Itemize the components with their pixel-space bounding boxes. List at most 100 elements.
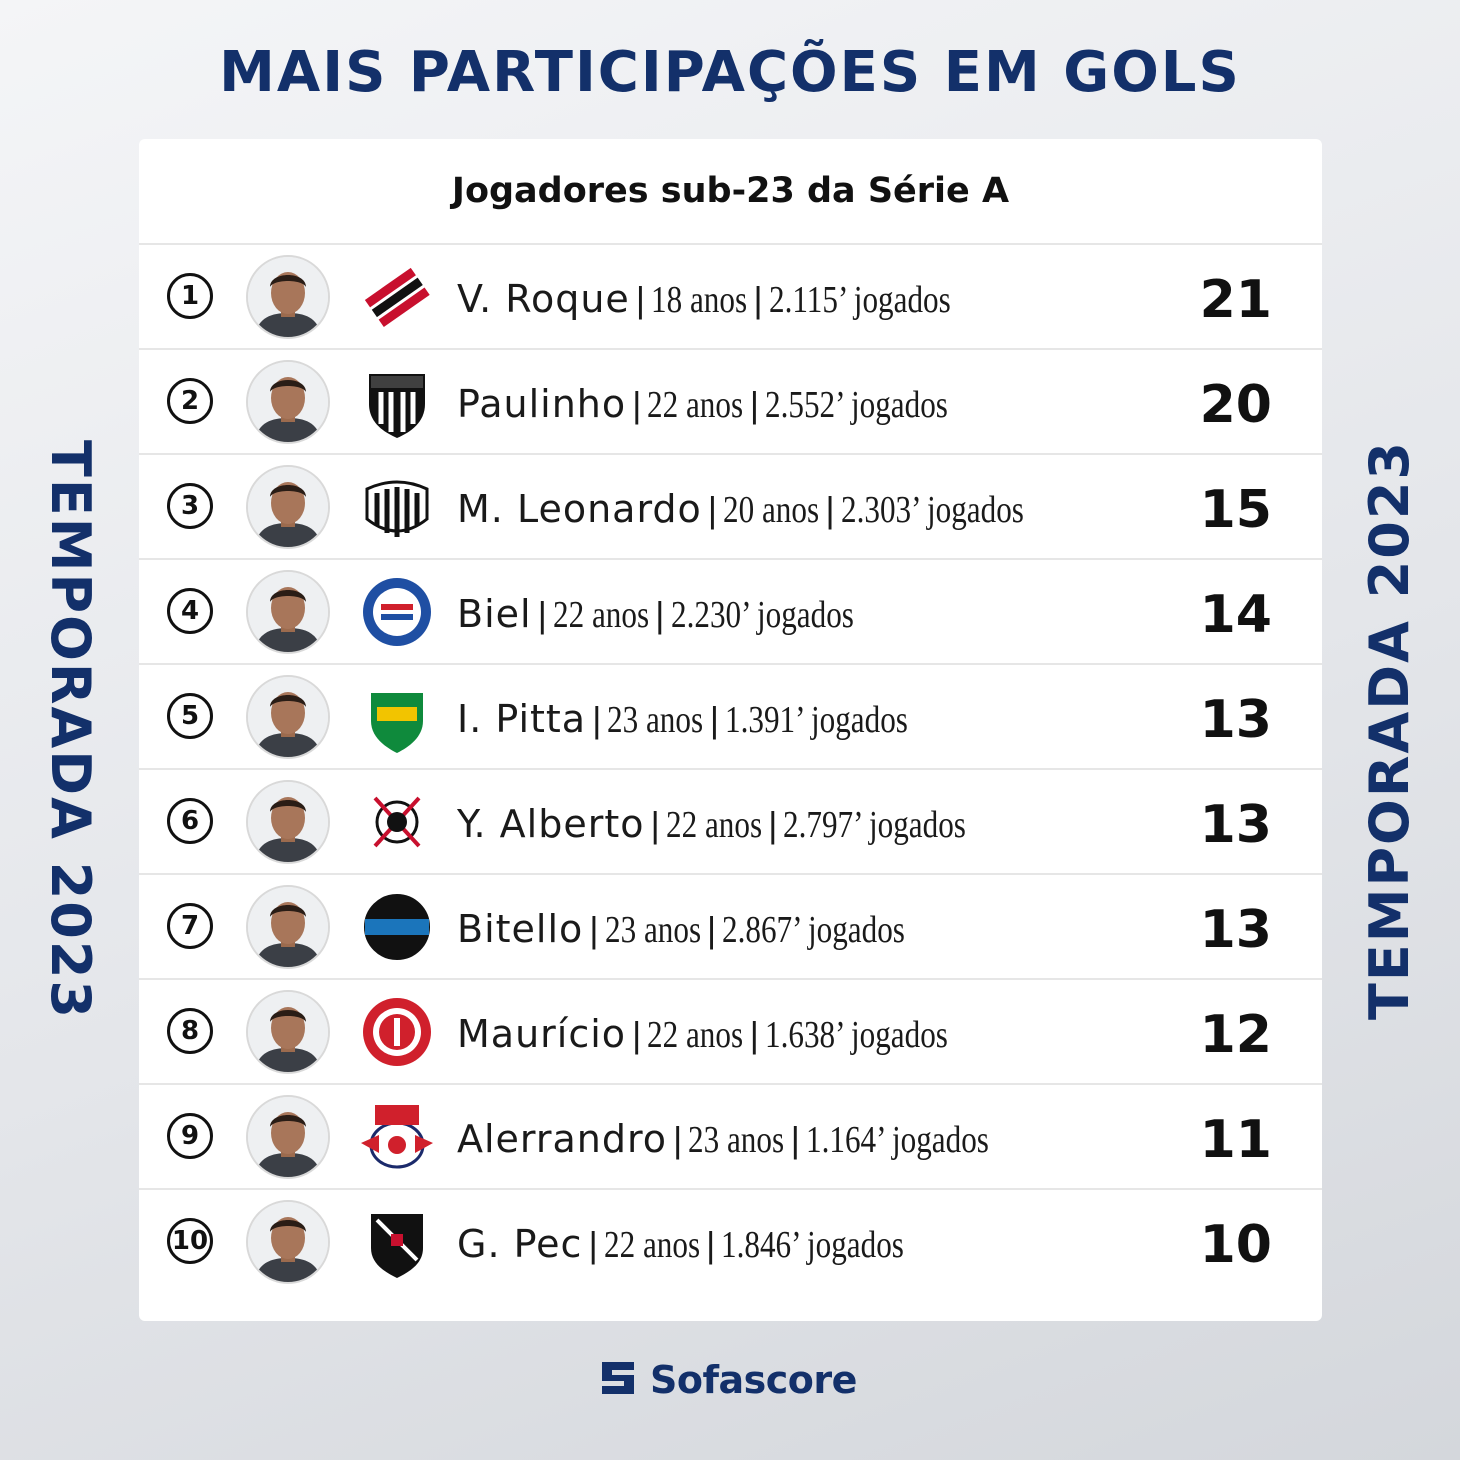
player-avatar <box>246 465 330 549</box>
player-info: Maurício | 22 anos | 1.638’ jogados <box>457 980 948 1085</box>
table-row: 10 G. Pec | 22 anos | 1.846’ jogados 10 <box>139 1190 1322 1295</box>
rank-badge: 4 <box>167 588 213 634</box>
brand-name: Sofascore <box>650 1358 857 1402</box>
rank-badge: 1 <box>167 273 213 319</box>
player-name: Bitello <box>457 907 584 951</box>
player-avatar <box>246 255 330 339</box>
separator: | <box>753 279 763 320</box>
goal-participations: 10 <box>1199 1215 1272 1275</box>
separator: | <box>635 279 646 320</box>
card-subtitle: Jogadores sub-23 da Série A <box>139 139 1322 245</box>
separator: | <box>673 1119 683 1160</box>
separator: | <box>650 804 660 845</box>
table-row: 3 M. Leonardo | 20 anos | 2.303’ jogados 15 <box>139 455 1322 560</box>
player-avatar <box>246 675 330 759</box>
player-name: I. Pitta <box>457 697 587 741</box>
gremio-crest-icon <box>357 889 437 965</box>
player-minutes: 2.303’ jogados <box>840 489 1024 531</box>
season-label-right: TEMPORADA 2023 <box>1358 439 1421 1021</box>
page-title: MAIS PARTICIPAÇÕES EM GOLS <box>219 40 1241 105</box>
player-age: 22 anos <box>665 804 762 846</box>
santos-crest-icon <box>357 469 437 545</box>
player-avatar <box>246 990 330 1074</box>
separator: | <box>655 594 665 635</box>
atletico-mineiro-crest-icon <box>357 364 437 440</box>
separator: | <box>632 384 642 425</box>
goal-participations: 13 <box>1199 900 1272 960</box>
separator: | <box>632 1014 642 1055</box>
goal-participations: 13 <box>1199 690 1272 750</box>
player-minutes: 1.391’ jogados <box>725 699 908 741</box>
separator: | <box>588 1224 598 1265</box>
table-row: 1 V. Roque | 18 anos | 2.115’ jogados 21 <box>139 245 1322 350</box>
brand-footer: Sofascore <box>598 1356 857 1404</box>
separator: | <box>790 1119 800 1160</box>
separator: | <box>706 909 717 950</box>
goal-participations: 14 <box>1199 585 1272 645</box>
rank-badge: 8 <box>167 1008 213 1054</box>
rank-badge: 6 <box>167 798 213 844</box>
rank-badge: 7 <box>167 903 213 949</box>
bragantino-crest-icon <box>357 1099 437 1175</box>
goal-participations: 12 <box>1199 1005 1272 1065</box>
player-minutes: 1.164’ jogados <box>806 1119 989 1161</box>
ranking-list: 1 V. Roque | 18 anos | 2.115’ jogados 21 2 Pauli… <box>139 245 1322 1295</box>
player-avatar <box>246 885 330 969</box>
table-row: 4 Biel | 22 anos | 2.230’ jogados 14 <box>139 560 1322 665</box>
player-age: 23 anos <box>604 909 701 951</box>
ranking-card: Jogadores sub-23 da Série A 1 V. Roque | 18… <box>139 139 1322 1321</box>
player-minutes: 2.115’ jogados <box>768 279 951 321</box>
season-label-left: TEMPORADA 2023 <box>39 439 102 1021</box>
player-age: 20 anos <box>723 489 820 531</box>
table-row: 7 Bitello | 23 anos | 2.867’ jogados 13 <box>139 875 1322 980</box>
separator: | <box>589 909 599 950</box>
separator: | <box>706 1224 716 1265</box>
table-row: 5 I. Pitta | 23 anos | 1.391’ jogados 13 <box>139 665 1322 770</box>
player-minutes: 2.797’ jogados <box>783 804 967 846</box>
player-info: Alerrandro | 23 anos | 1.164’ jogados <box>457 1085 989 1190</box>
player-avatar <box>246 780 330 864</box>
vasco-crest-icon <box>357 1204 437 1280</box>
rank-badge: 3 <box>167 483 213 529</box>
player-age: 22 anos <box>647 384 744 426</box>
player-avatar <box>246 1095 330 1179</box>
player-name: V. Roque <box>457 277 630 321</box>
player-age: 22 anos <box>552 594 650 636</box>
player-avatar <box>246 1200 330 1284</box>
player-age: 23 anos <box>688 1119 785 1161</box>
player-name: Biel <box>457 592 532 636</box>
player-info: Bitello | 23 anos | 2.867’ jogados <box>457 875 905 980</box>
athletico-crest-icon <box>357 259 437 335</box>
player-avatar <box>246 360 330 444</box>
player-age: 18 anos <box>651 279 748 321</box>
player-info: I. Pitta | 23 anos | 1.391’ jogados <box>457 665 908 770</box>
rank-badge: 9 <box>167 1113 213 1159</box>
player-name: G. Pec <box>457 1222 583 1266</box>
goal-participations: 15 <box>1199 480 1272 540</box>
player-age: 22 anos <box>603 1224 700 1266</box>
sofascore-logo-icon <box>598 1358 638 1403</box>
player-info: Paulinho | 22 anos | 2.552’ jogados <box>457 350 948 455</box>
player-info: V. Roque | 18 anos | 2.115’ jogados <box>457 245 950 350</box>
separator: | <box>709 699 720 740</box>
rank-badge: 10 <box>167 1218 213 1264</box>
rank-badge: 5 <box>167 693 213 739</box>
table-row: 6 Y. Alberto | 22 anos | 2.797’ jogados 13 <box>139 770 1322 875</box>
player-minutes: 2.867’ jogados <box>722 909 906 951</box>
player-name: Paulinho <box>457 382 627 426</box>
player-age: 23 anos <box>607 699 704 741</box>
player-minutes: 2.230’ jogados <box>670 594 854 636</box>
player-name: Alerrandro <box>457 1117 668 1161</box>
table-row: 9 Alerrandro | 23 anos | 1.164’ jogados 11 <box>139 1085 1322 1190</box>
separator: | <box>825 489 835 530</box>
internacional-crest-icon <box>357 994 437 1070</box>
bahia-crest-icon <box>357 574 437 650</box>
goal-participations: 20 <box>1199 375 1272 435</box>
goal-participations: 21 <box>1199 270 1272 330</box>
goal-participations: 11 <box>1199 1110 1272 1170</box>
player-minutes: 1.638’ jogados <box>765 1014 948 1056</box>
player-info: M. Leonardo | 20 anos | 2.303’ jogados <box>457 455 1024 560</box>
table-row: 2 Paulinho | 22 anos | 2.552’ jogados 20 <box>139 350 1322 455</box>
rank-badge: 2 <box>167 378 213 424</box>
player-age: 22 anos <box>647 1014 744 1056</box>
